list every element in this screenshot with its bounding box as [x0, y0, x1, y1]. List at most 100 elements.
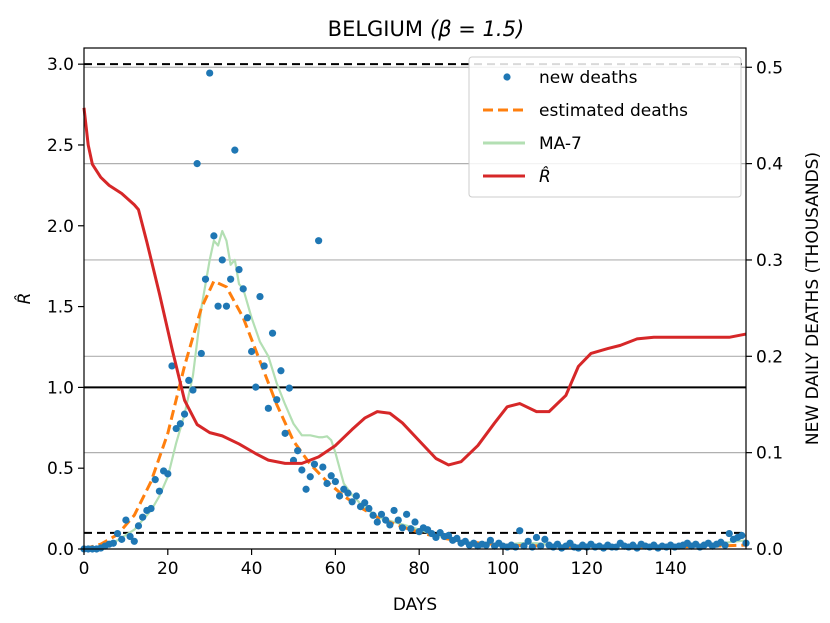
y-axis-left-label: R̂	[14, 293, 35, 305]
y-axis-right-label: NEW DAILY DEATHS (THOUSANDS)	[803, 152, 823, 445]
data-point-new-deaths	[398, 524, 407, 532]
data-point-new-deaths	[323, 479, 331, 488]
data-point-new-deaths	[231, 146, 239, 154]
data-point-new-deaths	[193, 160, 201, 168]
data-point-new-deaths	[252, 383, 260, 391]
data-point-new-deaths	[721, 541, 729, 549]
data-point-new-deaths	[210, 232, 218, 240]
data-point-new-deaths	[281, 429, 289, 437]
data-point-new-deaths	[524, 537, 532, 545]
y-left-tick-label: 1.5	[47, 298, 74, 318]
data-point-new-deaths	[206, 69, 214, 77]
data-point-new-deaths	[264, 404, 272, 412]
chart-title-parameter: (β = 1.5)	[430, 17, 524, 41]
x-tick-label: 80	[408, 559, 430, 579]
data-point-new-deaths	[541, 535, 549, 543]
y-left-tick-label: 2.0	[47, 217, 74, 237]
y-left-tick-label: 1.0	[47, 378, 74, 398]
data-point-new-deaths	[390, 506, 398, 515]
legend-label: R̂	[539, 166, 551, 187]
y-right-tick-label: 0.1	[756, 444, 783, 464]
data-point-new-deaths	[377, 510, 386, 518]
data-point-new-deaths	[176, 420, 184, 428]
data-point-new-deaths	[126, 532, 134, 541]
data-point-new-deaths	[432, 533, 440, 542]
data-point-new-deaths	[407, 525, 415, 533]
y-right-tick-label: 0.5	[756, 58, 783, 78]
data-point-new-deaths	[444, 531, 453, 540]
data-point-new-deaths	[482, 541, 490, 549]
data-point-new-deaths	[738, 531, 746, 540]
data-point-new-deaths	[239, 285, 247, 293]
data-point-new-deaths	[516, 527, 524, 535]
data-point-new-deaths	[268, 329, 277, 337]
data-point-new-deaths	[113, 529, 122, 538]
plot-frame	[83, 47, 747, 550]
data-point-new-deaths	[453, 534, 461, 543]
x-tick-label: 20	[157, 559, 179, 579]
data-point-new-deaths	[725, 529, 733, 538]
data-point-new-deaths	[214, 302, 222, 310]
data-point-new-deaths	[373, 518, 381, 526]
data-point-new-deaths	[168, 362, 176, 370]
data-point-new-deaths	[361, 499, 369, 507]
data-point-new-deaths	[172, 424, 180, 433]
data-point-new-deaths	[310, 460, 319, 468]
data-point-new-deaths	[294, 447, 302, 455]
y-right-tick-label: 0.2	[756, 347, 783, 367]
data-point-new-deaths	[319, 463, 327, 471]
x-tick-label: 100	[487, 559, 519, 579]
x-tick-label: 0	[79, 559, 90, 579]
chart-title: BELGIUM	[328, 17, 423, 41]
data-point-new-deaths	[151, 476, 159, 484]
data-point-new-deaths	[403, 510, 411, 518]
data-point-new-deaths	[520, 542, 528, 550]
data-point-new-deaths	[201, 275, 210, 283]
legend-box	[468, 56, 742, 198]
y-right-tick-label: 0.3	[756, 251, 783, 271]
y-right-tick-label: 0.4	[756, 155, 783, 175]
data-point-new-deaths	[118, 535, 126, 543]
axis-ticks: 0 20 40 60 80 100 120 140 0.0 0.5 1.0 1.5 2.0 2.5 3.0 0…	[47, 55, 783, 579]
plot-series	[80, 69, 750, 553]
data-point-new-deaths	[285, 384, 293, 392]
y-left-tick-label: 3.0	[47, 55, 74, 75]
data-point-new-deaths	[331, 477, 339, 486]
data-point-new-deaths	[273, 396, 281, 404]
data-point-new-deaths	[130, 537, 138, 545]
data-point-new-deaths	[139, 513, 147, 521]
data-point-new-deaths	[256, 292, 264, 301]
data-point-new-deaths	[386, 521, 394, 529]
data-point-new-deaths	[382, 516, 390, 524]
data-point-new-deaths	[134, 522, 143, 530]
data-point-new-deaths	[185, 376, 193, 384]
data-point-new-deaths	[298, 466, 306, 474]
x-tick-label: 60	[325, 559, 347, 579]
data-point-new-deaths	[352, 492, 360, 500]
legend: new deaths estimated deaths MA-7 R̂	[468, 56, 742, 198]
data-point-new-deaths	[306, 473, 314, 481]
data-point-new-deaths	[532, 533, 541, 542]
data-point-new-deaths	[189, 386, 197, 394]
legend-label: new deaths	[539, 68, 638, 88]
y-left-tick-label: 2.5	[47, 136, 74, 156]
legend-label: estimated deaths	[539, 101, 688, 121]
data-point-new-deaths	[537, 542, 545, 550]
data-point-new-deaths	[277, 367, 285, 375]
legend-label: MA-7	[539, 134, 582, 154]
data-point-new-deaths	[218, 256, 226, 264]
data-point-new-deaths	[302, 485, 310, 493]
data-point-new-deaths	[122, 516, 130, 524]
data-point-new-deaths	[335, 492, 344, 500]
data-point-new-deaths	[394, 516, 402, 524]
data-point-new-deaths	[222, 302, 231, 310]
data-point-new-deaths	[235, 265, 243, 274]
x-tick-label: 120	[571, 559, 603, 579]
data-point-new-deaths	[247, 347, 256, 356]
data-point-new-deaths	[369, 511, 377, 519]
data-point-new-deaths	[315, 237, 323, 245]
series-line-r-hat	[82, 107, 747, 467]
x-tick-label: 40	[241, 559, 263, 579]
data-point-new-deaths	[327, 472, 335, 480]
